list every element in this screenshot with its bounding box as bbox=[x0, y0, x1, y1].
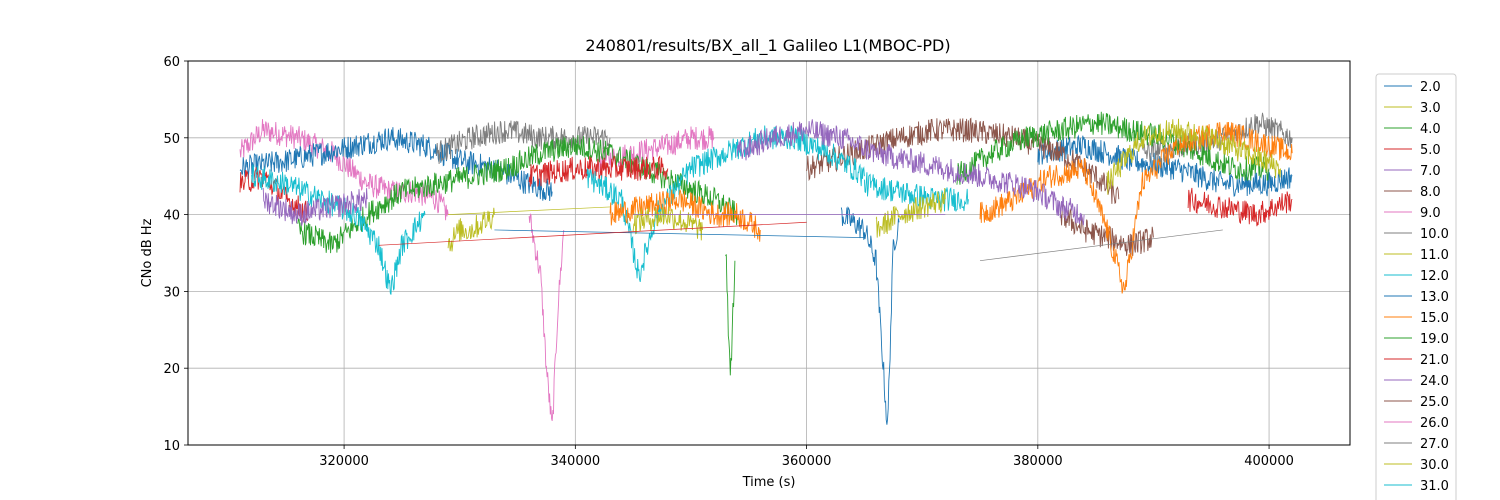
legend-entry: 9.0 bbox=[1420, 206, 1441, 221]
series-line-9.0 bbox=[598, 126, 715, 172]
legend: 2.0 3.0 4.0 5.0 7.0 8.0 9.0 10.0 11.0 12.0 13.0 15.… bbox=[1375, 73, 1457, 500]
series-line-2.0 bbox=[1037, 134, 1293, 197]
legend-entry: 31.0 bbox=[1420, 479, 1449, 494]
x-axis-label: Time (s) bbox=[742, 475, 796, 490]
ticks: 320000 340000 360000 380000 400000 10 20 30 40 50… bbox=[163, 55, 1293, 469]
y-tick-label: 40 bbox=[163, 209, 180, 224]
legend-entry: 21.0 bbox=[1420, 353, 1449, 368]
legend-entry: 24.0 bbox=[1420, 374, 1449, 389]
series-line-30.0 bbox=[1106, 118, 1282, 195]
series-line-31.0 bbox=[863, 172, 969, 212]
legend-entry: 10.0 bbox=[1420, 227, 1449, 242]
plot-frame bbox=[187, 60, 1351, 446]
legend-entry: 3.0 bbox=[1420, 101, 1441, 116]
series-line-7.0 bbox=[262, 187, 368, 226]
series-line-5.0 bbox=[239, 167, 310, 223]
series-line-4.0 bbox=[725, 254, 736, 376]
y-tick-label: 20 bbox=[163, 362, 180, 377]
y-tick-label: 10 bbox=[163, 439, 180, 454]
x-tick-label: 320000 bbox=[319, 454, 369, 469]
series-line-15.0 bbox=[609, 189, 761, 242]
series-connector bbox=[448, 206, 611, 215]
grid bbox=[188, 60, 1350, 446]
series-line-31.0 bbox=[586, 125, 865, 283]
legend-entry: 12.0 bbox=[1420, 269, 1449, 284]
legend-entry: 26.0 bbox=[1420, 416, 1449, 431]
series-line-4.0 bbox=[297, 135, 738, 254]
legend-entry: 11.0 bbox=[1420, 248, 1449, 263]
series-line-21.0 bbox=[528, 154, 669, 187]
y-tick-label: 30 bbox=[163, 285, 180, 300]
y-tick-label: 60 bbox=[163, 55, 180, 70]
series-line-26.0 bbox=[528, 213, 565, 422]
legend-entry: 25.0 bbox=[1420, 395, 1449, 410]
x-tick-label: 360000 bbox=[782, 454, 832, 469]
series-line-24.0 bbox=[736, 119, 1085, 226]
x-tick-label: 340000 bbox=[551, 454, 601, 469]
legend-entry: 2.0 bbox=[1420, 80, 1441, 95]
x-tick-label: 400000 bbox=[1244, 454, 1294, 469]
legend-box bbox=[1375, 73, 1457, 500]
legend-entry: 13.0 bbox=[1420, 290, 1449, 305]
series-line-13.0 bbox=[840, 206, 900, 425]
series-line-10.0 bbox=[436, 120, 611, 165]
legend-entry: 19.0 bbox=[1420, 332, 1449, 347]
x-tick-label: 380000 bbox=[1013, 454, 1063, 469]
data-lines bbox=[239, 111, 1293, 425]
series-line-11.0 bbox=[447, 207, 495, 252]
series-line-25.0 bbox=[1060, 204, 1154, 256]
y-tick-label: 50 bbox=[163, 132, 180, 147]
y-axis-label: CNo dB Hz bbox=[140, 218, 155, 287]
chart-title: 240801/results/BX_all_1 Galileo L1(MBOC-… bbox=[585, 36, 950, 56]
legend-entry: 30.0 bbox=[1420, 458, 1449, 473]
legend-entry: 8.0 bbox=[1420, 185, 1441, 200]
series-connector bbox=[378, 221, 807, 246]
series-line-19.0 bbox=[956, 111, 1270, 185]
legend-entry: 15.0 bbox=[1420, 311, 1449, 326]
series-line-30.0 bbox=[875, 187, 946, 238]
series-connector bbox=[494, 229, 865, 238]
legend-entry: 27.0 bbox=[1420, 437, 1449, 452]
series-connector bbox=[979, 229, 1223, 262]
series-line-3.0 bbox=[632, 206, 703, 241]
legend-entry: 5.0 bbox=[1420, 143, 1441, 158]
series-line-21.0 bbox=[1187, 187, 1293, 227]
legend-entry: 7.0 bbox=[1420, 164, 1441, 179]
legend-entry: 4.0 bbox=[1420, 122, 1441, 137]
